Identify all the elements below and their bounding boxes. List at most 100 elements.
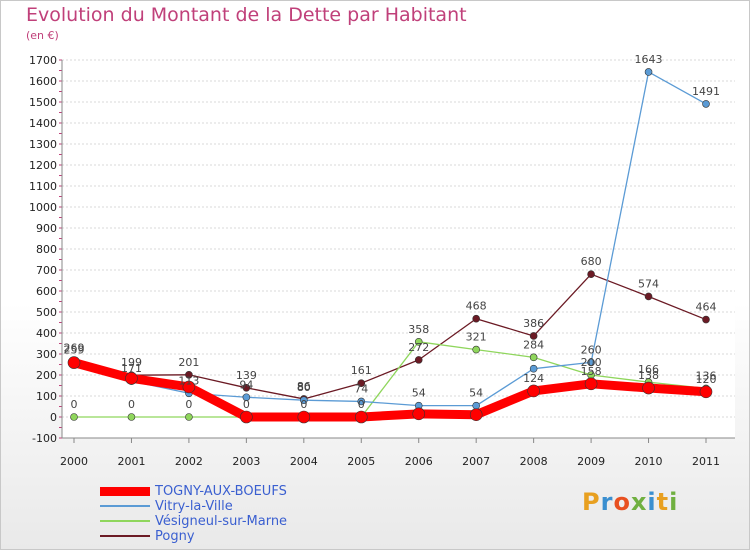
legend-label: Pogny <box>155 529 195 544</box>
data-label: 269 <box>64 342 85 355</box>
data-label: 161 <box>351 364 372 377</box>
x-tick-label: 2007 <box>462 455 490 468</box>
data-point <box>242 393 251 402</box>
data-point <box>472 345 480 354</box>
data-point <box>185 370 193 379</box>
data-point <box>357 397 366 406</box>
data-point <box>469 408 483 421</box>
y-tick-label: 600 <box>36 285 57 298</box>
data-point <box>472 401 480 410</box>
data-label: 171 <box>121 362 142 375</box>
data-point <box>185 413 193 421</box>
legend-swatch <box>100 486 150 496</box>
data-point <box>529 332 538 340</box>
y-tick-label: 800 <box>36 243 57 256</box>
series-line-2 <box>74 341 707 418</box>
x-tick-label: 2001 <box>117 455 145 468</box>
legend-label: Vésigneul-sur-Marne <box>155 514 288 529</box>
data-point <box>587 358 595 367</box>
data-point <box>584 377 598 391</box>
data-point <box>644 68 653 76</box>
data-point <box>67 356 81 369</box>
y-tick-label: 200 <box>36 369 57 382</box>
data-label: 0 <box>358 398 365 411</box>
data-point <box>527 384 540 398</box>
x-tick-label: 2002 <box>175 455 203 468</box>
data-label: 574 <box>638 277 659 290</box>
data-label: 139 <box>236 369 257 382</box>
y-tick-label: 1000 <box>29 201 57 214</box>
y-tick-label: 0 <box>50 411 57 424</box>
y-tick-label: 700 <box>36 264 57 277</box>
y-tick-label: 1400 <box>29 117 57 130</box>
data-label: 136 <box>696 369 717 382</box>
x-tick-label: 2006 <box>405 455 433 468</box>
data-label: 86 <box>297 380 311 393</box>
data-label: 358 <box>408 323 429 336</box>
data-label: 0 <box>243 398 250 411</box>
series-line-0 <box>72 358 707 422</box>
data-point <box>414 338 423 346</box>
data-label: 321 <box>466 331 487 344</box>
data-label: 201 <box>178 356 199 369</box>
data-point <box>702 100 710 108</box>
x-tick-label: 2009 <box>577 455 605 468</box>
logo-letter: o <box>613 488 631 516</box>
proxiti-logo: Proxiti <box>582 488 678 516</box>
logo-letter: P <box>582 488 601 516</box>
data-point <box>412 407 426 421</box>
data-point <box>242 384 251 392</box>
data-point <box>702 315 710 324</box>
data-label: 0 <box>300 398 307 411</box>
data-label: 0 <box>71 398 78 411</box>
data-label: 158 <box>581 365 602 378</box>
data-point <box>125 372 138 385</box>
legend-label: TOGNY-AUX-BOEUFS <box>155 484 287 499</box>
chart-title: Evolution du Montant de la Dette par Hab… <box>26 4 467 26</box>
data-label: 468 <box>466 300 487 313</box>
data-label: 259 <box>64 344 85 357</box>
x-tick-label: 2004 <box>290 455 318 468</box>
y-tick-label: 1600 <box>29 75 57 88</box>
y-tick-label: 1300 <box>29 138 57 151</box>
data-label: 464 <box>696 301 717 314</box>
y-tick-label: 900 <box>36 222 57 235</box>
data-label: 272 <box>408 341 429 354</box>
y-tick-label: 1200 <box>29 159 57 172</box>
legend-swatch <box>100 520 150 522</box>
data-point <box>297 410 311 424</box>
legend-label: Vitry-la-Ville <box>155 499 233 514</box>
data-point <box>127 413 136 421</box>
y-tick-label: -100 <box>32 432 57 445</box>
y-tick-label: 500 <box>36 306 57 319</box>
data-point <box>587 270 595 279</box>
y-tick-label: 1700 <box>29 54 57 67</box>
chart-unit: (en €) <box>26 29 59 42</box>
logo-letter: i <box>647 488 657 516</box>
data-label: 1643 <box>635 53 663 66</box>
data-label: 120 <box>696 373 717 386</box>
y-tick-label: 100 <box>36 390 57 403</box>
data-label: 166 <box>638 363 659 376</box>
logo-letter: i <box>669 488 679 516</box>
data-label: 260 <box>581 343 602 356</box>
y-tick-label: 1100 <box>29 180 57 193</box>
data-point <box>354 410 368 424</box>
data-point <box>70 413 78 421</box>
y-tick-label: 400 <box>36 327 57 340</box>
data-point <box>644 292 653 301</box>
data-label: 0 <box>185 398 192 411</box>
data-label: 0 <box>128 398 135 411</box>
x-tick-label: 2008 <box>520 455 548 468</box>
legend-swatch <box>100 535 150 537</box>
data-label: 94 <box>239 378 253 391</box>
data-label: 199 <box>121 356 142 369</box>
legend-swatch <box>100 505 150 507</box>
data-label: 138 <box>638 369 659 382</box>
series-line-3 <box>73 273 707 400</box>
data-label: 124 <box>523 372 544 385</box>
data-label: 200 <box>581 356 602 369</box>
data-point <box>529 364 538 373</box>
logo-letter: r <box>600 488 614 516</box>
